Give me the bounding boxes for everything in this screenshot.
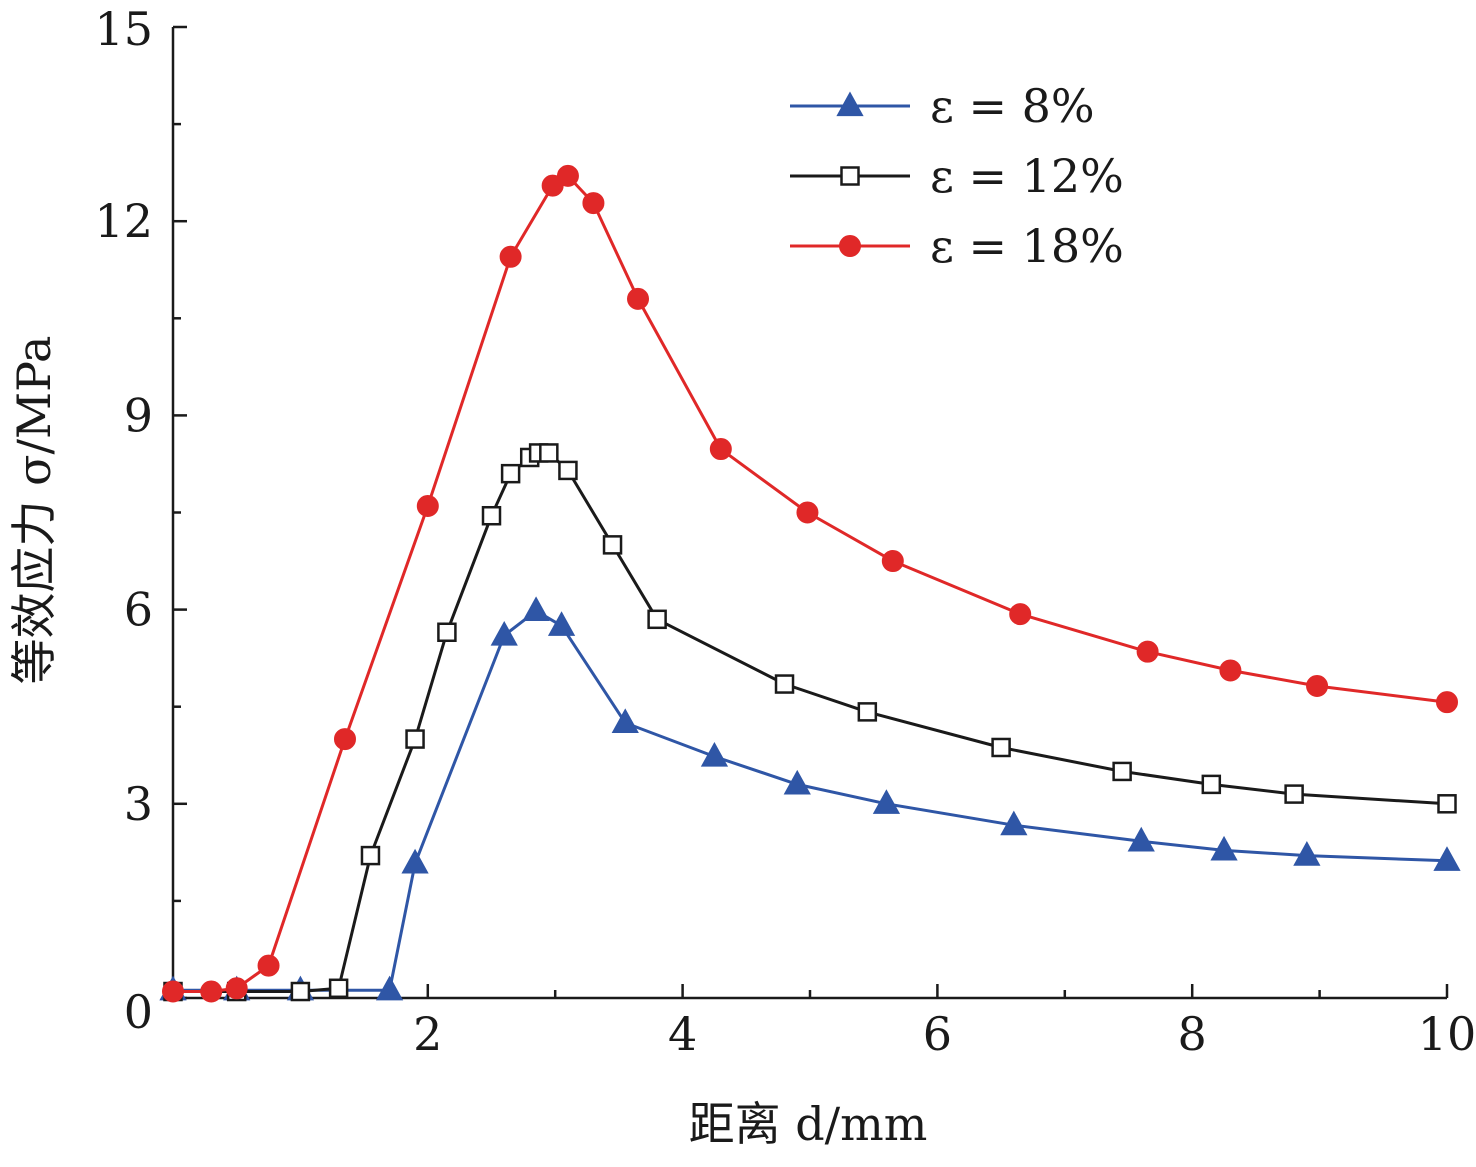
legend-item-1: ε = 8% bbox=[790, 79, 1095, 133]
y-tick-label: 15 bbox=[94, 2, 153, 56]
series-1-point bbox=[522, 596, 550, 622]
series-1-point bbox=[611, 708, 639, 733]
series-1-point bbox=[1293, 841, 1321, 866]
series-1-point bbox=[1127, 826, 1155, 852]
series-2-point bbox=[774, 674, 795, 694]
series-2 bbox=[163, 443, 1457, 1002]
series-2-point bbox=[1112, 761, 1132, 782]
series-1-point bbox=[783, 769, 811, 795]
x-tick-label: 6 bbox=[923, 1007, 952, 1061]
series-2-point bbox=[1201, 774, 1222, 795]
series-3-point bbox=[333, 728, 356, 751]
series-1-point bbox=[490, 620, 518, 646]
series-3-point bbox=[709, 438, 732, 461]
y-tick-label: 12 bbox=[94, 194, 153, 248]
series-3-point bbox=[796, 501, 819, 524]
legend-label: ε = 12% bbox=[930, 149, 1124, 203]
legend-label: ε = 8% bbox=[930, 79, 1095, 133]
series-2-point bbox=[1284, 784, 1304, 804]
legend-marker bbox=[840, 166, 860, 186]
series-2-point bbox=[647, 609, 667, 630]
series-2-point bbox=[290, 981, 311, 1002]
legend-item-3: ε = 18% bbox=[790, 219, 1124, 273]
x-tick-label: 8 bbox=[1178, 1007, 1207, 1061]
series-2-line bbox=[173, 451, 1448, 993]
x-axis-title: 距离 d/mm bbox=[689, 1097, 928, 1151]
legend: ε = 8% ε = 12% ε = 18% bbox=[790, 79, 1124, 273]
legend-marker bbox=[839, 235, 861, 257]
series-2-point bbox=[500, 463, 521, 484]
series-1 bbox=[159, 596, 1461, 1001]
series-layer bbox=[159, 164, 1461, 1003]
x-tick-label: 2 bbox=[413, 1007, 442, 1061]
series-3-point bbox=[556, 164, 579, 187]
series-3-point bbox=[582, 192, 605, 215]
series-2-point bbox=[558, 460, 578, 481]
series-2-point bbox=[437, 622, 457, 643]
x-tick-label: 10 bbox=[1418, 1007, 1476, 1061]
series-1-point bbox=[1433, 846, 1461, 871]
legend-marker bbox=[836, 91, 864, 117]
y-tick-label: 0 bbox=[124, 985, 153, 1039]
series-3-point bbox=[627, 287, 650, 310]
series-3 bbox=[162, 164, 1458, 1003]
y-axis-title: 等效应力 σ/MPa bbox=[7, 336, 61, 685]
series-2-point bbox=[481, 505, 502, 526]
series-2-point bbox=[539, 443, 559, 463]
series-1-point bbox=[700, 741, 729, 767]
series-1-point bbox=[1000, 810, 1028, 836]
series-3-point bbox=[499, 245, 522, 268]
series-3-point bbox=[225, 977, 248, 1000]
series-3-point bbox=[1219, 659, 1242, 682]
series-3-point bbox=[1436, 691, 1458, 714]
series-1-point bbox=[375, 975, 404, 1001]
series-3-point bbox=[257, 954, 280, 977]
series-1-point bbox=[1210, 835, 1238, 861]
series-3-point bbox=[1009, 603, 1032, 626]
series-1-point bbox=[547, 611, 576, 636]
y-tick-label: 9 bbox=[124, 388, 153, 442]
axes: 2 4 6 8 10 0 3 6 9 12 15 bbox=[94, 2, 1476, 1061]
x-tick-label: 4 bbox=[668, 1007, 697, 1061]
series-2-point bbox=[328, 978, 349, 999]
series-3-point bbox=[200, 980, 223, 1003]
series-2-point bbox=[360, 845, 381, 866]
series-2-point bbox=[405, 729, 425, 749]
series-2-point bbox=[991, 737, 1011, 758]
series-2-point bbox=[602, 535, 623, 555]
series-3-point bbox=[1306, 674, 1329, 697]
series-3-line bbox=[173, 174, 1448, 993]
series-2-point bbox=[1437, 794, 1457, 814]
y-tick-label: 6 bbox=[124, 583, 153, 637]
series-3-point bbox=[162, 980, 184, 1003]
y-tick-label: 3 bbox=[124, 777, 153, 831]
series-1-point bbox=[872, 789, 901, 814]
series-1-point bbox=[401, 848, 429, 874]
series-1-line bbox=[173, 609, 1448, 992]
legend-label: ε = 18% bbox=[930, 219, 1124, 273]
series-3-point bbox=[416, 495, 439, 518]
series-3-point bbox=[1136, 640, 1159, 663]
series-2-point bbox=[857, 702, 878, 722]
series-3-point bbox=[881, 550, 904, 573]
legend-item-2: ε = 12% bbox=[790, 149, 1124, 203]
